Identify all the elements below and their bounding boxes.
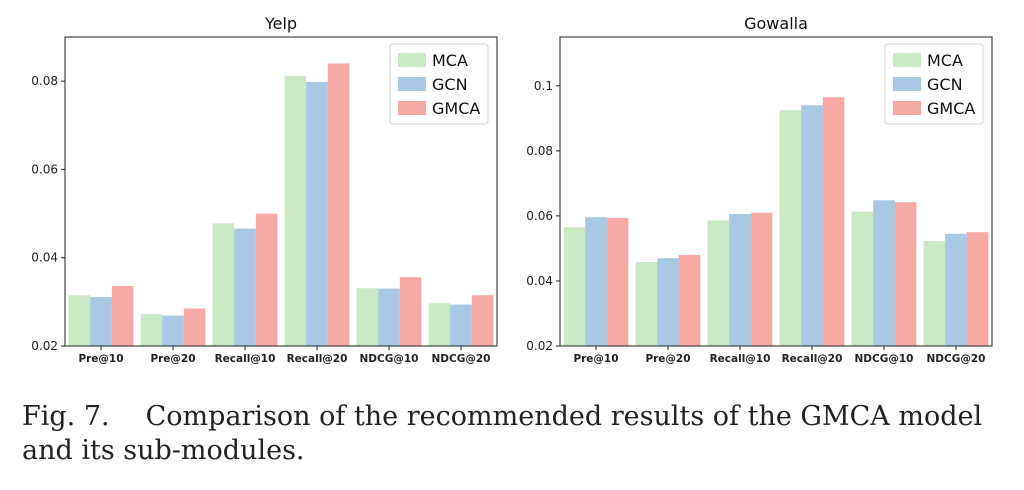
- x-tick-label: Recall@10: [215, 353, 276, 365]
- bar-gcn-ndcg-10: [873, 200, 895, 346]
- bar-mca-recall-10: [707, 220, 730, 346]
- bar-gcn-recall-10: [234, 228, 256, 346]
- y-tick-label: 0.06: [31, 162, 58, 176]
- axes-frame: [64, 36, 498, 347]
- y-tick-label: 0.02: [31, 339, 58, 353]
- y-tick-label: 0.04: [526, 274, 553, 288]
- chart-panel-yelp: Yelp 0.02 0.04 0.06 0.08 Pre@10 Pre@20 Recall@1…: [31, 14, 498, 365]
- x-tick-label: Pre@10: [78, 353, 123, 365]
- bar-mca-pre-20: [140, 314, 163, 346]
- bar-gcn-pre-10: [90, 297, 112, 346]
- legend-swatch-gmca: [398, 101, 426, 115]
- bar-gcn-ndcg-20: [945, 233, 967, 346]
- axes-frame: [559, 36, 993, 347]
- y-tick-label: 0.04: [31, 251, 58, 265]
- legend: MCA GCN GMCA: [884, 43, 984, 125]
- caption-label: Fig. 7.: [22, 401, 110, 432]
- x-tick-label: Recall@20: [782, 353, 843, 365]
- bar-gcn-pre-10: [585, 217, 607, 346]
- legend-label-mca: MCA: [927, 51, 963, 70]
- y-tick-label: 0.08: [31, 74, 58, 88]
- bar-gmca-recall-10: [750, 212, 773, 346]
- bar-mca-ndcg-10: [356, 288, 379, 346]
- legend-swatch-mca: [893, 53, 921, 67]
- legend-swatch-gcn: [893, 77, 921, 91]
- chart-panel-gowalla: Gowalla 0.02 0.04 0.06 0.08 0.1 Pre@10 Pre@20 Re…: [526, 14, 993, 365]
- bar-mca-pre-20: [635, 262, 658, 346]
- bar-mca-recall-20: [779, 110, 802, 347]
- figure-caption: Fig. 7. Comparison of the recommended res…: [22, 400, 1012, 468]
- legend-label-gcn: GCN: [432, 75, 468, 94]
- bar-gmca-recall-10: [255, 213, 278, 346]
- bar-gcn-pre-20: [657, 258, 679, 346]
- bar-mca-pre-10: [563, 227, 586, 346]
- bar-gmca-ndcg-10: [399, 277, 422, 346]
- legend-label-mca: MCA: [432, 51, 468, 70]
- y-tick-label: 0.08: [526, 144, 553, 158]
- x-tick-label: NDCG@20: [432, 353, 491, 365]
- bar-gmca-ndcg-20: [471, 295, 494, 346]
- x-tick-label: Pre@20: [150, 353, 195, 365]
- bar-gmca-ndcg-20: [966, 232, 989, 346]
- bar-mca-recall-10: [212, 223, 235, 346]
- x-tick-label: Recall@20: [287, 353, 348, 365]
- bar-gmca-pre-20: [183, 308, 206, 346]
- x-tick-label: Pre@20: [645, 353, 690, 365]
- legend-label-gcn: GCN: [927, 75, 963, 94]
- x-tick-label: Pre@10: [573, 353, 618, 365]
- x-tick-label: NDCG@10: [360, 353, 419, 365]
- caption-text: Comparison of the recommended results of…: [22, 401, 983, 466]
- bar-gmca-ndcg-10: [894, 202, 917, 346]
- bar-gmca-pre-20: [678, 254, 701, 346]
- bar-gcn-recall-20: [801, 105, 823, 346]
- chart-title: Gowalla: [744, 14, 808, 33]
- legend-label-gmca: GMCA: [432, 99, 480, 118]
- bar-mca-recall-20: [284, 75, 307, 347]
- bar-mca-ndcg-20: [428, 303, 451, 346]
- bar-gcn-recall-20: [306, 82, 328, 347]
- bar-mca-ndcg-10: [851, 211, 874, 346]
- bar-gcn-ndcg-10: [378, 288, 400, 346]
- legend: MCA GCN GMCA: [389, 43, 489, 125]
- y-tick-label: 0.1: [534, 79, 553, 93]
- bar-mca-pre-10: [68, 295, 91, 346]
- chart-title: Yelp: [264, 14, 297, 33]
- y-tick-label: 0.02: [526, 339, 553, 353]
- bar-mca-ndcg-20: [923, 240, 946, 346]
- bar-gcn-ndcg-20: [450, 304, 472, 346]
- bar-gmca-recall-20: [327, 63, 350, 346]
- bar-gmca-pre-10: [606, 217, 629, 346]
- legend-swatch-gmca: [893, 101, 921, 115]
- bar-gcn-pre-20: [162, 315, 184, 346]
- bar-gmca-recall-20: [822, 97, 845, 347]
- x-tick-label: Recall@10: [710, 353, 771, 365]
- y-tick-label: 0.06: [526, 209, 553, 223]
- legend-label-gmca: GMCA: [927, 99, 975, 118]
- x-tick-label: NDCG@20: [927, 353, 986, 365]
- x-tick-label: NDCG@10: [855, 353, 914, 365]
- bar-gcn-recall-10: [729, 213, 751, 346]
- legend-swatch-gcn: [398, 77, 426, 91]
- bar-gmca-pre-10: [111, 285, 134, 346]
- legend-swatch-mca: [398, 53, 426, 67]
